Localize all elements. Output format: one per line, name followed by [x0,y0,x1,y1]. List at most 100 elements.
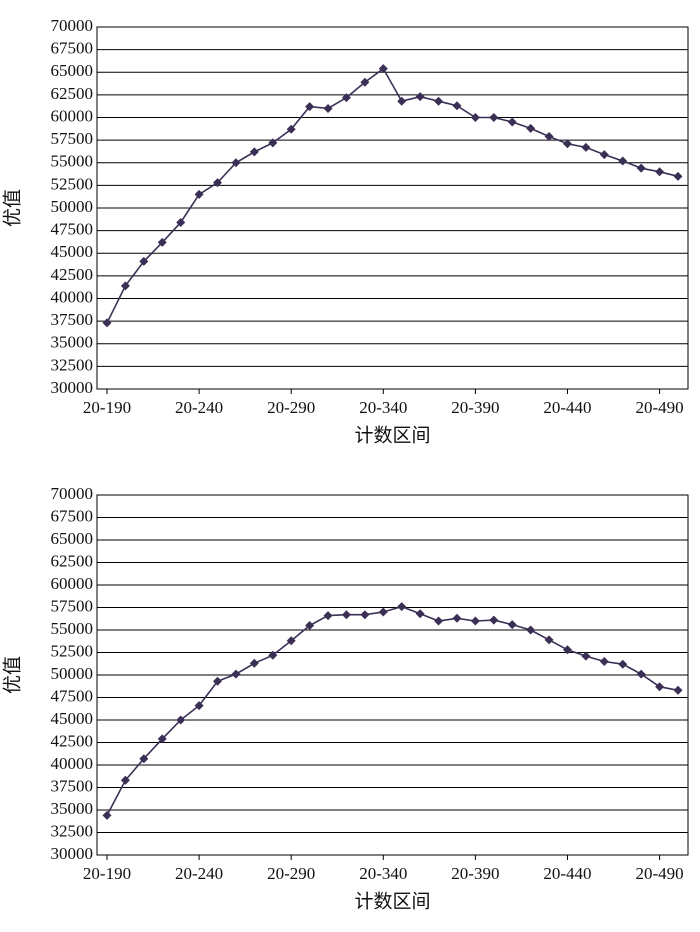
data-point [599,657,609,666]
data-point [286,124,296,134]
y-tick-label: 42500 [51,731,94,750]
x-tick-label: 20-490 [635,864,683,883]
x-tick-label: 20-440 [543,864,591,883]
y-tick-label: 52500 [51,174,94,193]
data-point [618,156,628,166]
data-point [544,132,554,142]
data-point [636,669,646,679]
data-point [341,93,351,103]
data-point [286,636,296,646]
data-point [562,139,572,149]
data-point [120,775,130,785]
data-point [415,92,425,102]
data-point [213,676,223,686]
data-point [268,650,278,660]
data-point [360,77,370,87]
data-point [526,123,536,133]
x-tick-label: 20-190 [83,864,131,883]
y-tick-label: 45000 [51,709,94,728]
data-point [120,281,130,291]
data-point [305,621,315,630]
data-point [581,651,591,661]
y-tick-label: 37500 [51,776,94,795]
data-point [562,645,572,655]
y-tick-label: 70000 [51,16,94,35]
x-tick-label: 20-290 [267,398,315,417]
y-tick-label: 32500 [51,355,94,374]
y-axis-label: 优值 [1,189,23,227]
y-tick-label: 35000 [51,333,94,352]
x-tick-label: 20-340 [359,864,407,883]
data-point [194,701,204,711]
data-point [249,658,259,668]
data-point [378,607,388,617]
data-point [194,189,204,199]
chart: 30000 32500 35000 37500 40000 42500 45000 47500… [1,16,689,446]
data-point [176,715,186,725]
y-tick-label: 65000 [51,529,94,548]
data-point [489,615,499,625]
data-point [231,669,241,679]
y-tick-label: 47500 [51,686,94,705]
y-tick-label: 32500 [51,821,94,840]
x-axis-label: 计数区间 [354,424,430,446]
data-point [341,610,351,620]
y-tick-label: 70000 [51,484,94,503]
data-point [397,96,407,106]
y-tick-label: 42500 [51,265,94,284]
data-point [673,171,683,181]
data-point [249,147,259,157]
data-point [213,178,223,188]
data-point [139,754,149,764]
data-point [470,616,480,626]
x-tick-label: 20-440 [543,398,591,417]
data-point [176,217,186,227]
data-point [581,142,591,152]
data-point [526,625,536,635]
x-tick-label: 20-290 [267,864,315,883]
x-tick-label: 20-390 [451,864,499,883]
y-tick-label: 60000 [51,106,94,125]
data-point [102,318,112,328]
plot-frame [96,494,689,856]
data-point [544,635,554,645]
data-point [655,682,665,692]
data-point [397,602,407,612]
data-point [599,150,609,160]
y-tick-label: 30000 [51,844,94,863]
y-tick-label: 52500 [51,641,94,660]
y-tick-label: 50000 [51,197,94,216]
y-axis-label: 优值 [1,656,23,694]
y-tick-label: 35000 [51,799,94,818]
x-tick-label: 20-240 [175,864,223,883]
x-tick-label: 20-240 [175,398,223,417]
data-point [157,237,167,247]
chart: 30000 32500 35000 37500 40000 42500 45000 47500… [1,484,689,912]
y-tick-label: 65000 [51,61,94,80]
y-tick-label: 57500 [51,596,94,615]
y-tick-label: 50000 [51,664,94,683]
series-line [106,605,679,816]
data-point [636,163,646,173]
plot-frame [96,26,689,390]
data-point [452,101,462,111]
y-tick-label: 40000 [51,287,94,306]
data-point [673,685,683,695]
x-tick-label: 20-490 [635,398,683,417]
y-tick-label: 55000 [51,152,94,171]
data-point [102,810,112,820]
data-point [268,138,278,148]
data-point [415,609,425,619]
data-point [323,103,333,113]
y-tick-label: 62500 [51,551,94,570]
data-point [378,64,388,74]
data-point [452,613,462,623]
series-line [106,67,679,324]
data-point [305,102,315,112]
data-point [157,734,167,744]
x-tick-label: 20-190 [83,398,131,417]
data-point [434,616,444,626]
y-tick-label: 62500 [51,84,94,103]
data-point [655,167,665,177]
